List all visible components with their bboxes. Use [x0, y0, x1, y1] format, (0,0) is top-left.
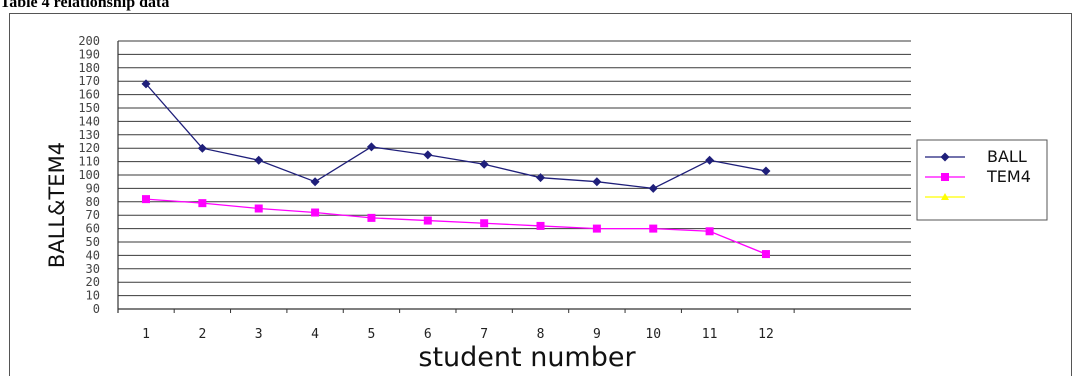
- x-tick-label: 8: [537, 327, 545, 342]
- data-point: [479, 159, 489, 169]
- data-point: [536, 173, 546, 183]
- x-tick-label: 5: [368, 327, 376, 342]
- series-ball: [141, 79, 771, 193]
- y-tick-label: 0: [93, 302, 100, 316]
- series-line: [145, 83, 767, 190]
- y-tick-label: 30: [86, 262, 100, 276]
- data-point: [141, 79, 151, 89]
- x-tick-labels: 1 2 3 4 5 6 7 8 9 10 11 12: [142, 309, 795, 342]
- series-tem4: [142, 195, 770, 259]
- data-point: [592, 224, 601, 233]
- data-point: [366, 142, 376, 152]
- y-tick-label: 20: [86, 275, 100, 289]
- data-point: [311, 208, 320, 217]
- y-tick-label: 60: [86, 222, 100, 236]
- legend-marker: [941, 173, 949, 181]
- data-point: [142, 195, 150, 204]
- data-point: [705, 227, 714, 236]
- series-line: [145, 198, 767, 255]
- legend-box: [916, 139, 1048, 221]
- data-point: [592, 177, 602, 187]
- data-point: [648, 183, 658, 193]
- x-tick-label: 12: [758, 327, 774, 342]
- y-tick-label: 80: [86, 195, 100, 209]
- grid-lines: [118, 40, 911, 310]
- series-lines: [141, 79, 771, 259]
- chart-frame: 0 10 20 30 40 50 60 70 80 90 100 110 120 130 140 150 160…: [9, 13, 1072, 376]
- data-point: [197, 143, 207, 153]
- legend-label: BALL: [987, 147, 1027, 166]
- y-tick-label: 170: [78, 74, 100, 88]
- data-point: [423, 216, 432, 225]
- x-tick-label: 6: [424, 327, 432, 342]
- y-tick-label: 110: [78, 155, 100, 169]
- data-point: [761, 250, 770, 259]
- y-tick-label: 160: [78, 88, 100, 102]
- legend-marker: [940, 152, 950, 162]
- data-point: [480, 219, 489, 228]
- y-tick-label: 140: [78, 114, 100, 128]
- x-tick-label: 4: [311, 327, 319, 342]
- data-point: [367, 213, 376, 222]
- data-point: [705, 155, 715, 165]
- y-tick-label: 180: [78, 61, 100, 75]
- x-axis-title: student number: [418, 342, 636, 373]
- data-point: [649, 224, 658, 233]
- data-point: [310, 177, 320, 187]
- y-tick-label: 70: [86, 208, 100, 222]
- x-tick-label: 3: [255, 327, 263, 342]
- y-tick-label: 120: [78, 141, 100, 155]
- data-point: [254, 155, 264, 165]
- y-tick-label: 130: [78, 128, 100, 142]
- x-tick-label: 7: [480, 327, 488, 342]
- x-tick-label: 9: [593, 327, 601, 342]
- legend-marker: [941, 193, 949, 200]
- page-title: Table 4 relationship data: [0, 0, 170, 11]
- data-point: [761, 166, 771, 176]
- x-tick-label: 1: [142, 327, 150, 342]
- y-tick-label: 100: [78, 168, 100, 182]
- data-point: [198, 199, 207, 208]
- axes: [117, 41, 911, 313]
- y-tick-label: 90: [86, 181, 100, 195]
- data-point: [536, 221, 545, 230]
- y-tick-label: 50: [86, 235, 100, 249]
- x-tick-label: 10: [645, 327, 661, 342]
- y-tick-label: 10: [86, 289, 100, 303]
- legend-label: TEM4: [986, 167, 1031, 186]
- y-axis-title: BALL&TEM4: [45, 142, 69, 268]
- x-tick-label: 2: [198, 327, 206, 342]
- y-tick-label: 150: [78, 101, 100, 115]
- data-point: [423, 150, 433, 160]
- data-point: [254, 204, 263, 213]
- y-tick-label: 190: [78, 47, 100, 61]
- y-tick-label: 40: [86, 248, 100, 262]
- y-tick-labels: 0102030405060708090100110120130140150160…: [78, 34, 100, 316]
- line-chart: 0102030405060708090100110120130140150160…: [45, 34, 1048, 373]
- y-tick-label: 200: [78, 34, 100, 48]
- x-tick-label: 11: [702, 327, 718, 342]
